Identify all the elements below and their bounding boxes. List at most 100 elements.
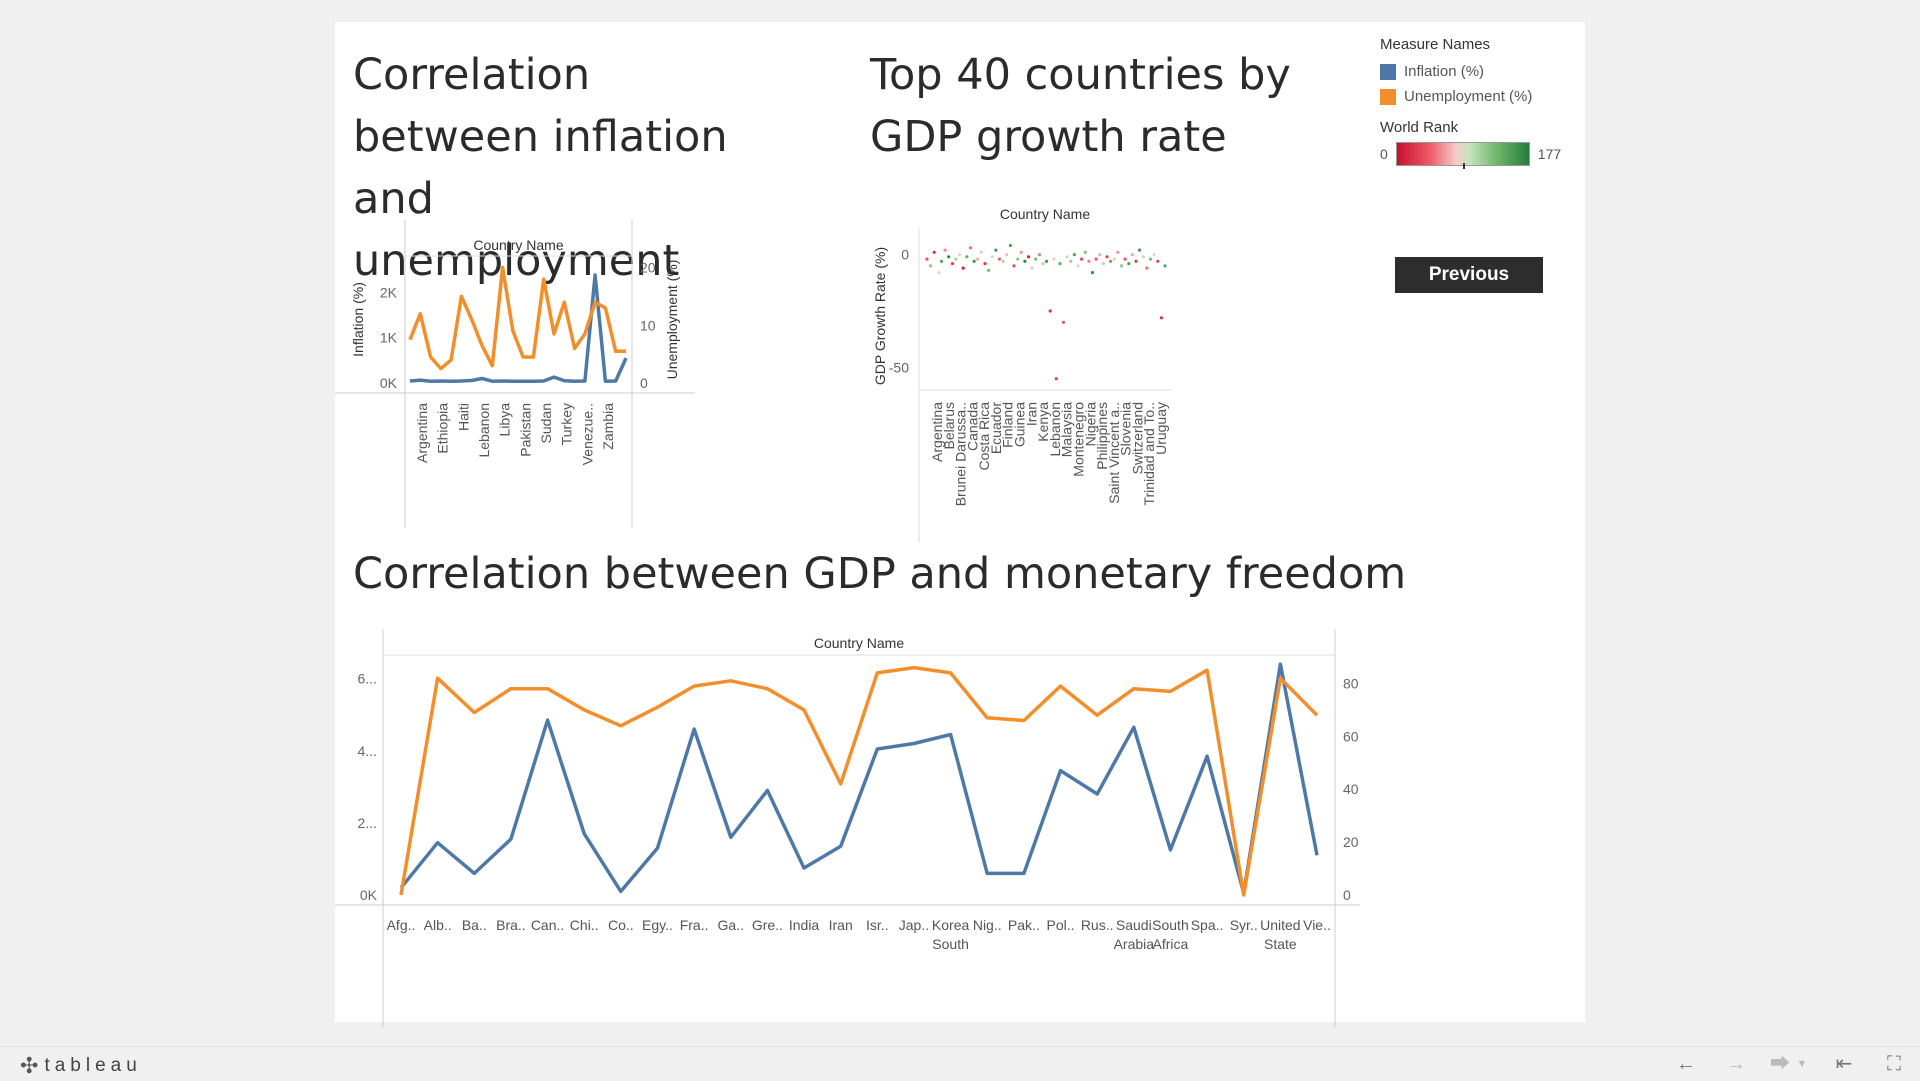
c1-series-line — [409, 273, 628, 383]
c3-category-label: Saudi Arabia — [1114, 917, 1155, 952]
c3-category-label: Korea South — [932, 917, 970, 952]
c2-category-label: Costa Rica — [976, 402, 992, 471]
undo-icon[interactable]: ← — [1676, 1053, 1696, 1075]
c2-point — [1005, 253, 1009, 257]
c2-point — [972, 259, 976, 263]
c2-category-label: Philippines — [1094, 402, 1110, 470]
c2-point — [1130, 253, 1134, 257]
revert-icon[interactable]: ⮕ — [1770, 1053, 1790, 1075]
c3-category-label: Jap.. — [899, 917, 929, 933]
c3-category-label: India — [789, 917, 820, 933]
c2-point — [1156, 259, 1160, 263]
c2-category-label: Malaysia — [1059, 402, 1075, 457]
c3-right-tick: 20 — [1343, 834, 1359, 850]
c2-point — [950, 262, 954, 266]
world-rank-min: 0 — [1380, 146, 1388, 162]
c2-point — [961, 266, 965, 270]
c1-category-label: Lebanon — [476, 403, 492, 458]
c1-category-label: Turkey — [559, 403, 575, 445]
c2-category-label: Finland — [1000, 402, 1016, 448]
c1-left-tick: 1K — [380, 330, 398, 346]
chart1-title: Correlation between inflation and unempl… — [353, 50, 728, 286]
previous-button[interactable]: Previous — [1395, 257, 1543, 293]
c1-category-label: Sudan — [538, 403, 554, 443]
c1-right-axis-label: Unemployment (%) — [664, 260, 680, 380]
dashboard-canvas: Correlation between inflation and unempl… — [335, 22, 1585, 1027]
c3-category-label: Syr.. — [1230, 917, 1258, 933]
chart3-title: Correlation between GDP and monetary fre… — [353, 549, 1407, 599]
c3-category-label: Fra.. — [680, 917, 709, 933]
c3-left-tick: 0K — [360, 887, 378, 903]
c2-category-label: Uruguay — [1153, 402, 1169, 455]
c3-category-label: Ba.. — [462, 917, 487, 933]
c1-left-tick: 0K — [380, 375, 398, 391]
c3-right-tick: 0 — [1343, 887, 1351, 903]
unemployment-swatch — [1380, 88, 1396, 105]
c3-category-label: Co.. — [608, 917, 634, 933]
c2-header: Country Name — [1000, 206, 1090, 222]
c3-category-label: Alb.. — [424, 917, 452, 933]
c2-point — [1026, 255, 1031, 259]
c1-series-line — [408, 265, 626, 371]
fullscreen-icon[interactable]: ⛶ — [1887, 1053, 1901, 1075]
c2-category-label: Guinea — [1012, 402, 1028, 447]
c3-series-line — [399, 662, 1319, 895]
c2-point — [1127, 262, 1131, 266]
revert-all-icon[interactable]: ⇤ — [1835, 1053, 1853, 1075]
c1-category-label: Ethiopia — [435, 403, 451, 454]
c2-point — [1030, 266, 1034, 270]
c2-category-label: Lebanon — [1047, 402, 1063, 457]
c2-point — [983, 262, 987, 266]
c2-point — [1052, 257, 1056, 261]
c2-point — [965, 255, 969, 259]
c3-category-label: Chi.. — [570, 917, 599, 933]
inflation-unemployment-chart[interactable]: Country Name 0K 1K 2K 0 10 20 Inflation (%) Unem… — [335, 220, 855, 538]
c1-header: Country Name — [473, 237, 563, 253]
c2-point — [1152, 253, 1156, 257]
c2-point — [1023, 259, 1027, 263]
c2-point — [1008, 243, 1012, 248]
c2-point — [929, 264, 933, 268]
c3-right-tick: 80 — [1343, 675, 1359, 691]
tableau-logo[interactable]: ✣ tableau — [20, 1053, 142, 1079]
c2-point — [1072, 253, 1076, 257]
world-rank-color-ramp: 0 177 — [1380, 142, 1600, 169]
c3-category-label: Egy.. — [642, 917, 673, 933]
redo-icon[interactable]: → — [1726, 1053, 1746, 1075]
c1-left-axis-label: Inflation (%) — [350, 282, 366, 357]
c1-category-label: Zambia — [600, 403, 616, 450]
c2-point — [990, 255, 994, 259]
legend-label-unemployment: Unemployment (%) — [1404, 88, 1533, 105]
gdp-monetary-freedom-chart[interactable]: Country Name 0K 2... 4... 6... 0 20 40 60 80 Afg..… — [335, 607, 1385, 1027]
c2-point — [976, 257, 980, 261]
c2-point — [1148, 257, 1153, 261]
c3-left-tick: 2... — [358, 815, 377, 831]
legend-label-inflation: Inflation (%) — [1404, 63, 1485, 80]
c1-category-label: Venezue.. — [579, 403, 595, 465]
c3-category-label: Rus.. — [1081, 917, 1114, 933]
revert-dropdown-icon[interactable]: ▼ — [1796, 1058, 1808, 1070]
c2-point — [1105, 255, 1109, 259]
c2-point — [987, 268, 991, 272]
legend-item-unemployment[interactable]: Unemployment (%) — [1380, 84, 1600, 109]
c2-category-label: Saint Vincent a.. — [1106, 402, 1122, 504]
c3-category-label: United State — [1260, 917, 1300, 952]
c2-point — [932, 250, 936, 254]
c2-category-label: Trinidad and To.. — [1141, 402, 1157, 506]
c2-point — [1116, 250, 1120, 254]
c2-category-label: Iran — [1023, 402, 1039, 426]
c2-point — [1163, 264, 1167, 268]
c2-point — [968, 246, 973, 250]
c3-category-label: Gre.. — [752, 917, 783, 933]
c2-point — [1058, 262, 1062, 266]
tableau-logo-icon: ✣ — [20, 1053, 39, 1078]
c2-point — [1098, 253, 1102, 257]
c2-point — [1065, 255, 1069, 259]
c2-point — [925, 257, 929, 261]
c2-point — [1001, 259, 1005, 263]
c2-point — [1094, 257, 1098, 261]
legend-item-inflation[interactable]: Inflation (%) — [1380, 59, 1600, 84]
c3-category-label: Bra.. — [496, 917, 526, 933]
c2-category-label: Argentina — [929, 402, 945, 462]
